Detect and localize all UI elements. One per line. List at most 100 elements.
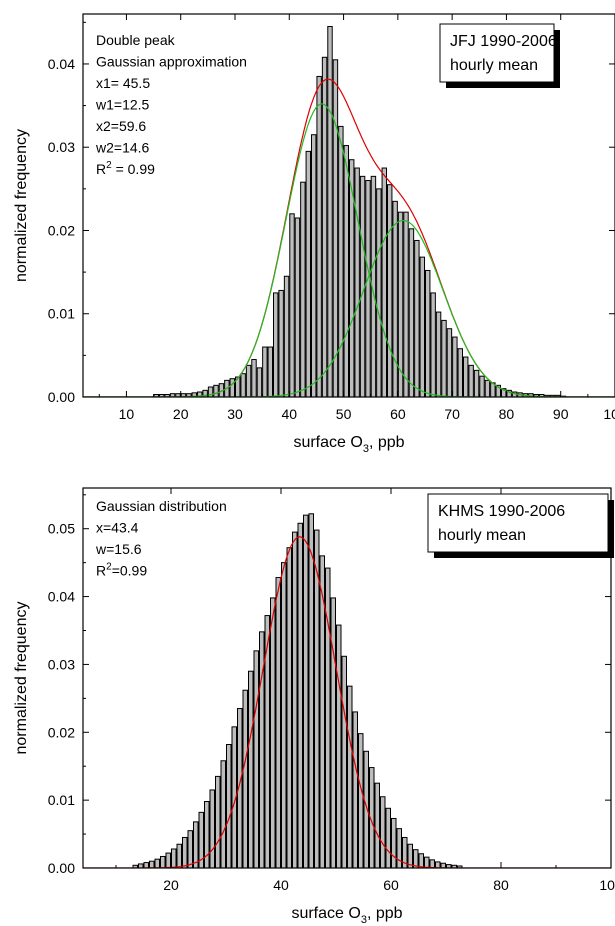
- y-axis-label: normalized frequency: [13, 602, 30, 755]
- legend-text: JFJ 1990-2006: [450, 33, 557, 50]
- bar: [240, 373, 246, 397]
- x-tick-label: 10: [119, 406, 135, 422]
- bar: [154, 858, 160, 868]
- fit-group: [83, 78, 615, 397]
- bar: [176, 843, 182, 868]
- bar: [457, 348, 464, 397]
- bar: [308, 513, 314, 868]
- bar: [297, 522, 303, 868]
- bars-group: [132, 513, 463, 868]
- bars-group: [153, 25, 567, 397]
- bar: [381, 167, 388, 397]
- annotation-line: w2=14.6: [95, 140, 150, 156]
- bar: [468, 364, 474, 397]
- bar: [204, 801, 210, 868]
- legend-text: hourly mean: [438, 527, 526, 544]
- bar: [294, 217, 301, 397]
- y-tick-label: 0.03: [48, 656, 75, 672]
- bar: [237, 708, 243, 868]
- annotation-line: x1= 45.5: [96, 75, 150, 91]
- bar: [376, 188, 382, 397]
- plot-frame: [82, 487, 612, 869]
- bar: [397, 211, 404, 397]
- bar: [358, 733, 364, 868]
- bar: [165, 852, 171, 868]
- x-axis-label: surface O3, ppb: [291, 905, 402, 926]
- bar: [365, 180, 371, 397]
- bar: [259, 631, 265, 868]
- bar: [446, 328, 453, 397]
- x-tick-label: 100: [603, 406, 615, 422]
- bar: [457, 865, 463, 868]
- bar: [292, 531, 298, 868]
- bar: [349, 159, 355, 397]
- bar: [213, 384, 219, 397]
- bar: [215, 775, 221, 868]
- bar: [300, 181, 306, 397]
- bar: [452, 336, 458, 397]
- fit-curve: [83, 219, 615, 397]
- bar: [418, 853, 424, 868]
- y-tick-label: 0.03: [48, 139, 75, 155]
- bar: [207, 386, 214, 397]
- bar: [341, 655, 347, 868]
- legend-box: [427, 493, 609, 553]
- bar: [425, 269, 431, 397]
- bar: [198, 811, 204, 868]
- bar: [281, 562, 287, 868]
- chart-jfj: 10 20 30 40 50 60 70 80 90 100 0.00 0.01 0.02 0.03 0.0…: [13, 13, 615, 455]
- bar: [270, 597, 276, 868]
- bar: [251, 359, 257, 397]
- bar: [338, 125, 344, 397]
- r-squared: R2 = 0.99: [96, 160, 155, 177]
- bar: [408, 228, 415, 397]
- x-tick-label: 20: [173, 406, 189, 422]
- bar: [479, 375, 485, 397]
- bar: [385, 807, 391, 868]
- bar: [248, 670, 254, 868]
- bar: [473, 369, 480, 397]
- fit-curve: [83, 103, 615, 397]
- bar: [275, 577, 281, 868]
- x-tick-label: 80: [499, 406, 515, 422]
- bar: [396, 828, 402, 868]
- y-tick-label: 0.00: [48, 389, 75, 405]
- x-tick-label: 100: [599, 877, 615, 893]
- y-tick-label: 0.04: [48, 589, 75, 605]
- x-tick-label: 50: [336, 406, 352, 422]
- bar: [484, 379, 491, 397]
- legend-text: hourly mean: [450, 57, 538, 74]
- x-tick-label: 60: [390, 406, 406, 422]
- bar: [419, 256, 426, 397]
- bar: [231, 726, 237, 868]
- bar: [369, 767, 375, 868]
- x-tick-label: 80: [493, 877, 509, 893]
- bar: [187, 830, 193, 868]
- bar: [220, 760, 226, 868]
- bar: [330, 597, 336, 868]
- annotation-line: Gaussian distribution: [96, 498, 227, 514]
- bar: [160, 855, 166, 868]
- bar: [354, 167, 360, 397]
- bar: [242, 689, 248, 868]
- bar: [332, 59, 339, 397]
- bar: [143, 862, 149, 868]
- bar: [374, 782, 380, 868]
- bar: [429, 859, 435, 868]
- bar: [402, 836, 408, 868]
- legend-box: [439, 23, 555, 83]
- bar: [264, 615, 270, 868]
- bar: [202, 389, 208, 397]
- bar: [336, 624, 342, 868]
- bar: [380, 796, 386, 868]
- bar: [359, 175, 366, 397]
- y-tick-label: 0.00: [48, 860, 75, 876]
- bar: [343, 145, 350, 397]
- bar: [430, 292, 436, 397]
- bar: [226, 744, 232, 868]
- bar: [403, 211, 409, 397]
- bar: [303, 514, 309, 868]
- y-tick-label: 0.02: [48, 222, 75, 238]
- bar: [316, 75, 322, 397]
